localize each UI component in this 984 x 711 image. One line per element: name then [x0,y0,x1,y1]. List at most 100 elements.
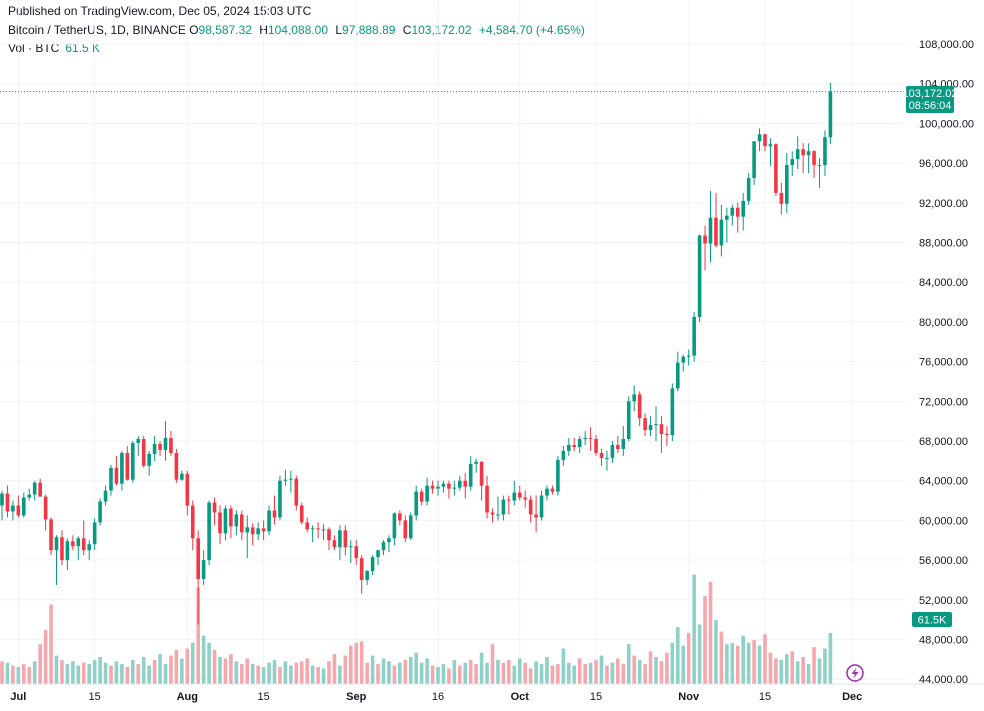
candle-body [676,362,680,389]
candle [714,192,718,248]
volume-bar [632,655,636,684]
volume-bar [27,666,32,684]
price-tag-price: 103,172.02 [902,88,957,100]
volume-bar [71,661,75,684]
candle [5,485,10,518]
candle [332,535,337,551]
volume-bar [512,665,517,684]
volume-bar [125,666,130,684]
candle-body [180,473,184,480]
candle [103,485,108,506]
volume-bar [92,659,97,684]
volume-bar [32,661,37,684]
volume-bar [637,659,642,684]
candle-body [190,505,195,539]
volume-bar [501,662,506,684]
candle [283,469,288,486]
candle-body [256,528,260,535]
volume-bar [49,604,53,684]
volume-bar [414,652,418,684]
candle-body [49,519,53,551]
candle-body [610,444,615,458]
candle-body [120,452,124,484]
volume-bar [261,666,266,684]
volume-bar [245,658,250,684]
candle-body [790,159,795,166]
volume-bar [714,620,718,684]
candle [463,472,468,499]
candle [245,515,250,559]
candle [196,530,200,625]
volume-tag-box [912,612,952,627]
candle [0,490,4,521]
candle [229,505,233,539]
candle-body [452,487,457,489]
candle-body [785,165,789,204]
candle-body [267,510,271,532]
candle-body [725,215,729,220]
candle-body [27,494,32,498]
candle-body [81,538,86,551]
candle [299,502,304,525]
volume-bar [141,657,146,684]
candle-body [556,459,560,492]
candle-body [71,541,75,547]
volume-bar [327,661,331,684]
candle-body [103,490,108,502]
candle [561,445,566,466]
candle-body [234,514,239,527]
volume-bar [741,635,745,684]
volume-bar [5,662,10,684]
volume-bar [131,659,135,684]
volume-bar [708,581,713,684]
price-tag-countdown: 08:56:04 [909,100,952,112]
candle [697,234,702,322]
candle-body [376,550,380,558]
candle [343,525,348,556]
volume-bar [250,664,255,684]
y-tick-label: 60,000.00 [919,515,968,527]
candle [708,190,713,263]
candle [152,436,157,461]
volume-bar [719,631,724,684]
y-tick-label: 76,000.00 [919,357,968,369]
candle-body [681,356,686,363]
volume-bar [490,644,495,684]
candle [256,522,260,541]
time-axis[interactable]: Jul 15 Aug 15 Sep 16 Oct 15 Nov 15 Dec [0,683,984,703]
volume-bar [338,665,342,684]
published-line: Published on TradingView.com, Dec 05, 20… [8,4,312,18]
volume-bar [763,634,767,684]
candle [294,475,299,511]
y-tick-label: 88,000.00 [919,238,968,250]
lightning-icon[interactable] [846,664,864,682]
candle [534,495,538,533]
volume-bar [621,664,626,684]
candle [169,431,173,456]
volume-bar [626,644,631,684]
open-value: 98,587.32 [198,23,252,37]
volume-bar [692,574,696,684]
candle-body [365,571,369,580]
candle-body [594,439,598,453]
candle-body [605,457,609,459]
volume-bar [0,661,4,684]
volume-bars [0,574,833,684]
candle-body [141,439,146,466]
symbol-label[interactable]: Bitcoin / TetherUS, 1D, BINANCE [8,23,186,37]
candle-body [714,217,718,246]
candle [109,464,113,496]
price-axis[interactable]: 108,000.00104,000.00100,000.0096,000.009… [919,39,974,686]
candle-body [218,512,222,534]
open-label: O [189,23,199,37]
candle-body [550,488,555,492]
low-label: L [335,23,343,37]
candle-body [583,438,587,440]
candle-body [626,401,631,440]
volume-bar [752,639,756,684]
candle-body [327,529,331,541]
volume-bar [774,658,778,684]
candle [441,480,446,493]
candle [425,477,429,506]
